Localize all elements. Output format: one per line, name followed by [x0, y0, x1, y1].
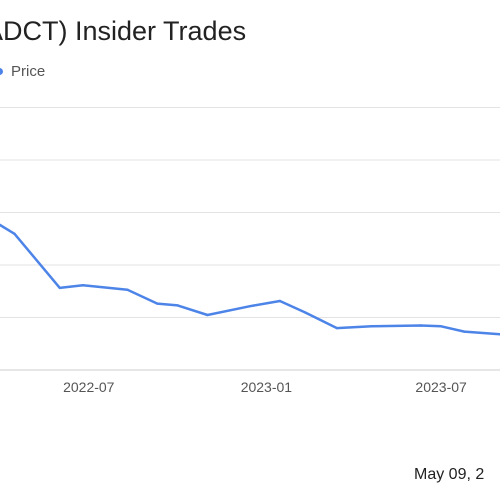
data-point[interactable] [58, 286, 61, 290]
legend-label-price: Price [11, 63, 46, 80]
chart-title-text: A (ADCT) Insider Trades [0, 16, 247, 46]
data-point[interactable] [126, 288, 129, 291]
data-point[interactable] [13, 232, 16, 235]
gridlines [0, 107, 500, 318]
footer-date: May 09, 2 [414, 466, 485, 483]
data-point[interactable] [370, 325, 373, 328]
data-point[interactable] [156, 302, 159, 305]
data-point[interactable] [206, 313, 209, 317]
data-point[interactable] [0, 223, 2, 227]
data-point[interactable] [248, 305, 252, 308]
data-point[interactable] [439, 325, 443, 328]
data-point[interactable] [176, 304, 179, 307]
data-point[interactable] [419, 324, 422, 327]
data-point[interactable] [335, 326, 339, 330]
x-tick-label: 2023-01 [241, 379, 293, 395]
chart-title: A (ADCT) Insider Trades [0, 13, 500, 49]
x-tick-label: 2023-07 [415, 379, 467, 395]
x-tick-label: 2022-07 [63, 379, 115, 395]
data-point[interactable] [463, 330, 466, 333]
legend-marker-price [0, 68, 3, 75]
data-point[interactable] [81, 284, 85, 287]
data-point[interactable] [303, 311, 307, 314]
data-point[interactable] [278, 299, 282, 303]
